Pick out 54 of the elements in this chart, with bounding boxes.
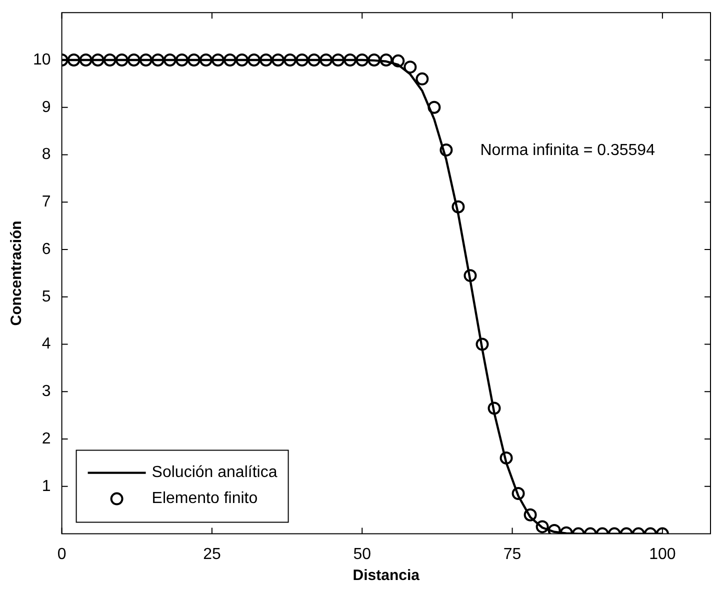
point [79, 53, 92, 66]
annotation: Norma infinita = 0.35594 [480, 142, 656, 160]
point [416, 72, 429, 86]
point [272, 53, 285, 66]
point [548, 524, 561, 534]
point [175, 53, 188, 66]
y-tick-label: 9 [42, 98, 51, 116]
point [296, 53, 309, 66]
point [103, 53, 116, 66]
y-tick-label: 1 [42, 478, 51, 495]
y-tick-label: 7 [42, 194, 51, 211]
point [127, 53, 140, 66]
point [151, 53, 164, 66]
point [248, 53, 261, 66]
x-tick-label: 0 [57, 546, 66, 563]
point [163, 53, 176, 66]
point [260, 53, 273, 66]
point [428, 100, 441, 114]
point [332, 53, 345, 66]
point [284, 53, 297, 66]
point [139, 53, 152, 66]
point [344, 53, 357, 66]
y-tick-label: 3 [42, 383, 51, 400]
point [211, 53, 224, 66]
point [452, 200, 465, 214]
point [67, 53, 80, 66]
point [91, 53, 104, 66]
point [199, 53, 212, 66]
point [223, 53, 236, 66]
point [187, 53, 200, 66]
y-tick-label: 5 [42, 288, 51, 306]
point [320, 53, 333, 66]
point [380, 53, 393, 66]
legend-label: Solución analítica [152, 464, 278, 482]
y-tick-label: 8 [42, 146, 51, 164]
y-tick-label: 10 [33, 51, 51, 68]
y-tick-label: 4 [42, 336, 51, 353]
point [440, 144, 453, 157]
legend-label: Elemento finito [152, 490, 258, 508]
x-tick-label: 100 [649, 546, 676, 563]
point [356, 53, 369, 66]
y-tick-label: 2 [42, 430, 51, 448]
point [308, 53, 321, 66]
x-tick-label: 75 [503, 546, 522, 563]
point [404, 60, 417, 74]
y-axis-title: Concentración [8, 220, 26, 326]
point [392, 54, 405, 68]
point [368, 53, 381, 66]
x-tick-label: 50 [353, 546, 372, 563]
x-axis-title: Distancia [352, 567, 420, 584]
point [115, 53, 128, 66]
point [235, 53, 248, 66]
x-tick-label: 25 [203, 546, 221, 563]
y-tick-label: 6 [42, 240, 51, 258]
